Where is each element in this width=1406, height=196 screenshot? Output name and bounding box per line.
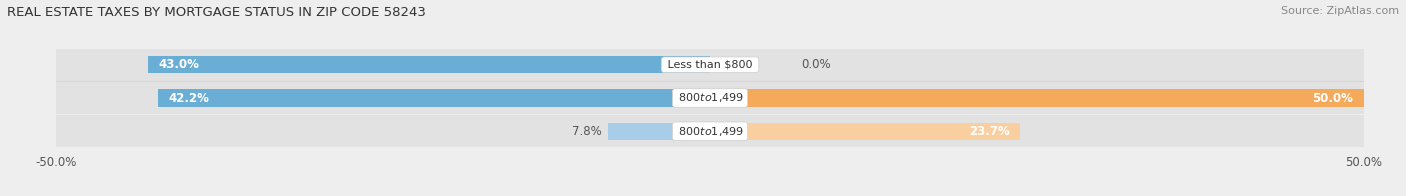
Text: $800 to $1,499: $800 to $1,499 [675, 125, 745, 138]
Text: Less than $800: Less than $800 [664, 60, 756, 70]
Bar [710, 123, 1019, 140]
Legend: Without Mortgage, With Mortgage: Without Mortgage, With Mortgage [585, 193, 835, 196]
Text: 43.0%: 43.0% [159, 58, 200, 71]
Text: 42.2%: 42.2% [169, 92, 209, 104]
Text: 0.0%: 0.0% [801, 58, 831, 71]
Text: 23.7%: 23.7% [969, 125, 1010, 138]
Bar [607, 123, 710, 140]
Bar [56, 49, 1364, 81]
Bar [148, 56, 710, 73]
Text: REAL ESTATE TAXES BY MORTGAGE STATUS IN ZIP CODE 58243: REAL ESTATE TAXES BY MORTGAGE STATUS IN … [7, 6, 426, 19]
Text: 7.8%: 7.8% [572, 125, 602, 138]
Bar [56, 115, 1364, 147]
Text: $800 to $1,499: $800 to $1,499 [675, 92, 745, 104]
Text: 50.0%: 50.0% [1312, 92, 1354, 104]
Bar [56, 82, 1364, 114]
Text: Source: ZipAtlas.com: Source: ZipAtlas.com [1281, 6, 1399, 16]
Bar [710, 89, 1364, 107]
Bar [159, 89, 710, 107]
